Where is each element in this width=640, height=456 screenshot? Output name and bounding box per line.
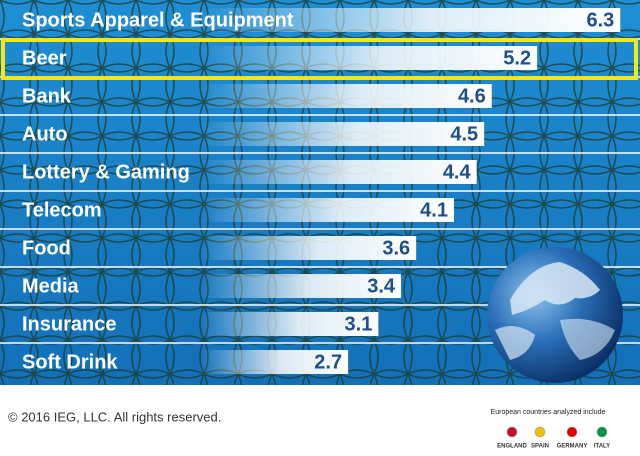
category-label: Soft Drink [22,351,118,373]
value-label: 4.4 [443,161,472,183]
bar [200,312,379,336]
country-label: SPAIN [531,444,549,450]
bar [200,198,454,222]
category-label: Insurance [22,313,116,335]
bar [200,122,485,146]
flag-icon [596,426,608,438]
flag-icon [506,426,518,438]
highlight-box [1,38,638,80]
value-label: 5.2 [503,47,531,69]
flag-icon [534,426,546,438]
value-label: 6.3 [586,9,614,31]
category-label: Food [22,237,71,259]
value-label: 4.1 [420,199,448,221]
copyright: © 2016 IEG, LLC. All rights reserved. [8,409,221,424]
bar [200,236,417,260]
country-label: ENGLAND [497,444,527,450]
countries-note: European countries analyzed include [491,409,606,416]
category-label: Beer [22,47,67,69]
category-label: Sports Apparel & Equipment [22,9,294,31]
category-label: Auto [22,123,68,145]
value-label: 3.4 [367,275,396,297]
country-label: ITALY [594,444,610,450]
value-label: 3.6 [382,237,410,259]
bar [200,274,402,298]
category-label: Bank [22,85,72,107]
bar [200,84,492,108]
category-label: Lottery & Gaming [22,161,190,183]
country-label: GERMANY [557,444,588,450]
bar [200,46,538,70]
category-label: Media [22,275,80,297]
bar [200,350,349,374]
flag-icon [566,426,578,438]
globe [487,247,623,383]
value-label: 3.1 [345,313,373,335]
value-label: 4.6 [458,85,486,107]
bar [200,160,477,184]
category-label: Telecom [22,199,102,221]
value-label: 2.7 [314,351,342,373]
value-label: 4.5 [450,123,478,145]
bar [200,8,621,32]
